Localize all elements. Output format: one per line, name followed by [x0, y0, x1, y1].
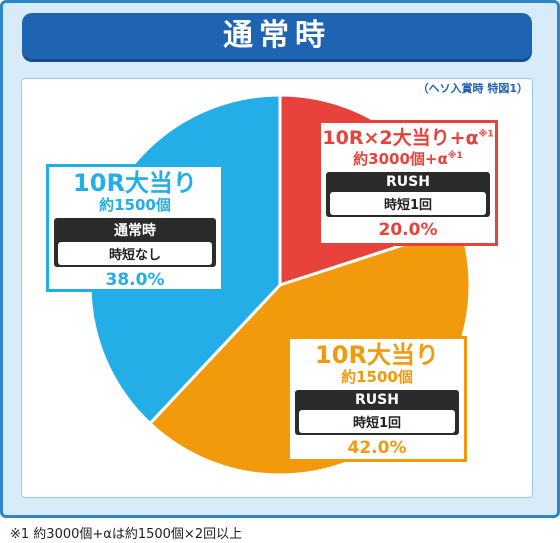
slice-1-detail: 時短1回 [299, 410, 455, 433]
slice-1-label: 10R大当り [315, 341, 439, 369]
slice-0-sub-note: ※1 [447, 151, 463, 161]
slice-0-pct: 20.0% [378, 220, 438, 240]
page-title: 通常時 [22, 13, 532, 59]
slice-1-pct: 42.0% [347, 438, 407, 458]
slice-1-mode: RUSH [355, 392, 399, 408]
slice-label-orange: 10R大当り 約1500個 RUSH 時短1回 42.0% [287, 336, 467, 462]
slice-0-mode: RUSH [386, 174, 430, 190]
slice-0-sub: 約3000個+α [353, 150, 448, 168]
source-note: （ヘソ入賞時 特図1） [417, 82, 528, 95]
slice-2-sub: 約1500個 [99, 196, 171, 214]
slice-0-detail: 時短1回 [330, 192, 486, 215]
slice-2-mode: 通常時 [114, 223, 156, 239]
slice-0-label: 10R×2大当り+α [322, 127, 479, 149]
slice-2-pct: 38.0% [105, 270, 165, 290]
footnote: ※1 約3000個+αは約1500個×2回以上 [10, 527, 243, 542]
slice-2-label: 10R大当り [73, 169, 197, 197]
slice-0-label-note: ※1 [478, 129, 494, 140]
slice-label-blue: 10R大当り 約1500個 通常時 時短なし 38.0% [46, 164, 224, 292]
slice-label-red: 10R×2大当り+α※1 約3000個+α※1 RUSH 時短1回 20.0% [318, 120, 498, 246]
slice-2-detail: 時短なし [58, 242, 212, 265]
slice-1-sub: 約1500個 [341, 368, 413, 386]
